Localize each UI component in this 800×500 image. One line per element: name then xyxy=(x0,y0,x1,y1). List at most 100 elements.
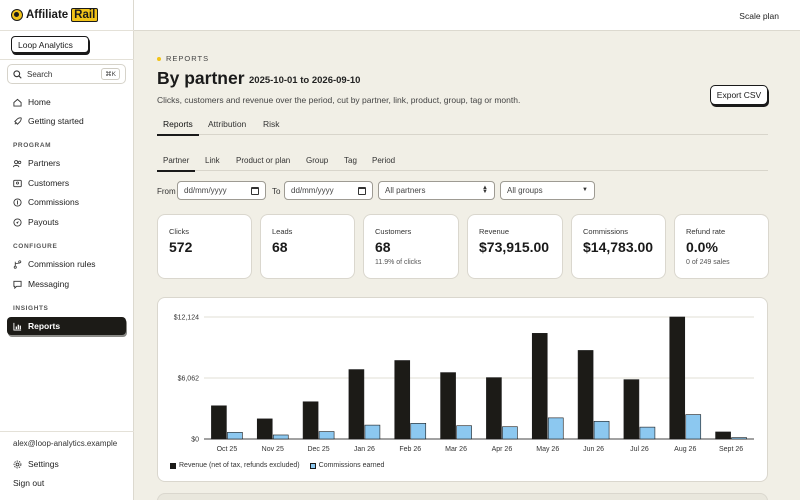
calendar-icon xyxy=(358,186,366,195)
to-date-input[interactable]: dd/mm/yyyy xyxy=(284,181,373,200)
sidebar-item-partners[interactable]: Partners xyxy=(7,154,126,172)
coin-icon xyxy=(13,197,22,207)
x-tick-label: Apr 26 xyxy=(492,446,513,453)
x-tick-label: Jan 26 xyxy=(354,446,375,453)
revenue-chart: $12,124 $6,062 $0 Oct 25 Nov 25 Dec 25 Jan 26 F… xyxy=(174,315,754,453)
stat-value: 68 xyxy=(375,239,391,255)
tab-risk[interactable]: Risk xyxy=(263,119,280,129)
tab-attribution[interactable]: Attribution xyxy=(208,119,247,129)
stat-card-clicks: Clicks 572 xyxy=(157,214,252,279)
sidebar-item-reports[interactable]: Reports xyxy=(7,317,126,335)
id-card-icon xyxy=(13,179,22,188)
sidebar-item-home[interactable]: Home xyxy=(7,93,126,111)
sidebar: Affiliate Rail Loop Analytics Search ⌘K H… xyxy=(0,0,134,500)
search-shortcut: ⌘K xyxy=(101,68,120,80)
export-csv-button[interactable]: Export CSV xyxy=(710,85,768,105)
bar-revenue xyxy=(348,369,365,440)
stat-sub: 0 of 249 sales xyxy=(686,259,730,266)
bar-commissions xyxy=(731,437,747,440)
page-daterange: 2025-10-01 to 2026-09-10 xyxy=(249,75,361,86)
dimension-tabs: Partner Link Product or plan Group Tag P… xyxy=(156,151,768,172)
bar-commissions xyxy=(456,425,472,440)
sign-out-link[interactable]: Sign out xyxy=(7,474,126,492)
stat-sub: 11.9% of clicks xyxy=(375,259,422,266)
x-tick-label: Jun 26 xyxy=(583,446,604,453)
tab-reports[interactable]: Reports xyxy=(157,119,199,136)
stat-label: Revenue xyxy=(479,227,510,236)
subtab-product[interactable]: Product or plan xyxy=(236,156,291,165)
sidebar-item-commissions[interactable]: Commissions xyxy=(7,193,126,211)
sidebar-item-messaging[interactable]: Messaging xyxy=(7,275,126,293)
subtab-partner[interactable]: Partner xyxy=(156,156,196,172)
x-tick-label: Jul 26 xyxy=(630,446,649,453)
group-select-value: All groups xyxy=(507,186,543,195)
stat-card-commissions: Commissions $14,783.00 xyxy=(571,214,666,279)
sidebar-item-customers[interactable]: Customers xyxy=(7,174,126,192)
x-tick-label: Sept 26 xyxy=(719,446,743,453)
branch-icon xyxy=(13,259,22,269)
stat-card-revenue: Revenue $73,915.00 xyxy=(467,214,563,279)
sidebar-item-label: Messaging xyxy=(28,279,70,289)
user-email: alex@loop-analytics.example xyxy=(13,439,118,448)
sidebar-item-label: Customers xyxy=(28,178,70,188)
logo-accent: Rail xyxy=(71,8,99,22)
page-eyebrow: REPORTS xyxy=(157,54,209,63)
bar-revenue xyxy=(623,379,640,440)
subtab-link[interactable]: Link xyxy=(205,156,220,165)
bar-commissions xyxy=(410,423,427,440)
page-title: By partner xyxy=(157,68,245,88)
stat-label: Leads xyxy=(272,227,293,236)
legend-label: Revenue (net of tax, refunds excluded) xyxy=(179,462,300,469)
nav-section-insights: INSIGHTS xyxy=(13,305,49,312)
from-date-placeholder: dd/mm/yyyy xyxy=(184,186,227,195)
sidebar-item-settings[interactable]: Settings xyxy=(7,455,126,473)
partner-select[interactable]: All partners ▲ ▼ xyxy=(378,181,495,200)
from-date-input[interactable]: dd/mm/yyyy xyxy=(177,181,266,200)
plan-badge[interactable]: Scale plan xyxy=(739,11,779,21)
sidebar-item-commission-rules[interactable]: Commission rules xyxy=(7,255,126,273)
subtab-period[interactable]: Period xyxy=(372,156,396,165)
sidebar-divider xyxy=(0,59,134,60)
eyebrow-label: REPORTS xyxy=(166,54,210,63)
sidebar-divider xyxy=(0,30,134,31)
bar-revenue xyxy=(669,316,686,440)
bar-revenue xyxy=(211,405,227,440)
stat-label: Commissions xyxy=(583,227,629,236)
stat-card-refund-rate: Refund rate 0.0% 0 of 249 sales xyxy=(674,214,769,279)
sidebar-item-getting-started[interactable]: Getting started xyxy=(7,112,126,130)
bar-revenue xyxy=(486,377,502,440)
calendar-icon xyxy=(251,186,259,195)
legend-item-revenue: Revenue (net of tax, refunds excluded) xyxy=(170,462,300,469)
sidebar-item-payouts[interactable]: Payouts xyxy=(7,213,126,231)
group-select[interactable]: All groups ▼ xyxy=(500,181,595,200)
next-section-card xyxy=(157,493,768,500)
search-button[interactable]: Search ⌘K xyxy=(7,64,126,84)
stat-value: $73,915.00 xyxy=(479,239,550,255)
legend-swatch xyxy=(309,462,316,469)
topbar: Scale plan xyxy=(134,0,800,31)
legend-label: Commissions earned xyxy=(318,462,385,469)
y-tick-label: $12,124 xyxy=(174,315,199,322)
report-tabs: Reports Attribution Risk xyxy=(157,115,768,136)
bar-commissions xyxy=(639,426,656,440)
y-tick-label: $6,062 xyxy=(178,376,200,383)
stat-value: 0.0% xyxy=(686,239,718,255)
stat-value: 572 xyxy=(169,239,193,255)
sidebar-item-label: Reports xyxy=(28,321,61,331)
send-icon xyxy=(13,217,22,227)
logo-text: Affiliate xyxy=(26,9,69,21)
bar-revenue xyxy=(531,333,548,440)
from-label: From xyxy=(157,187,176,196)
x-tick-label: Feb 26 xyxy=(399,446,421,453)
x-tick-label: Mar 26 xyxy=(445,446,467,453)
bar-revenue xyxy=(715,431,731,440)
search-icon xyxy=(13,69,22,79)
workspace-switcher[interactable]: Loop Analytics xyxy=(11,36,89,53)
to-label: To xyxy=(272,187,281,196)
app-logo[interactable]: Affiliate Rail xyxy=(11,8,99,22)
subtab-tag[interactable]: Tag xyxy=(344,156,357,165)
bar-commissions xyxy=(227,432,243,440)
subtab-group[interactable]: Group xyxy=(306,156,329,165)
stat-label: Refund rate xyxy=(686,227,726,236)
chevron-up-down-icon: ▲ ▼ xyxy=(482,184,488,195)
